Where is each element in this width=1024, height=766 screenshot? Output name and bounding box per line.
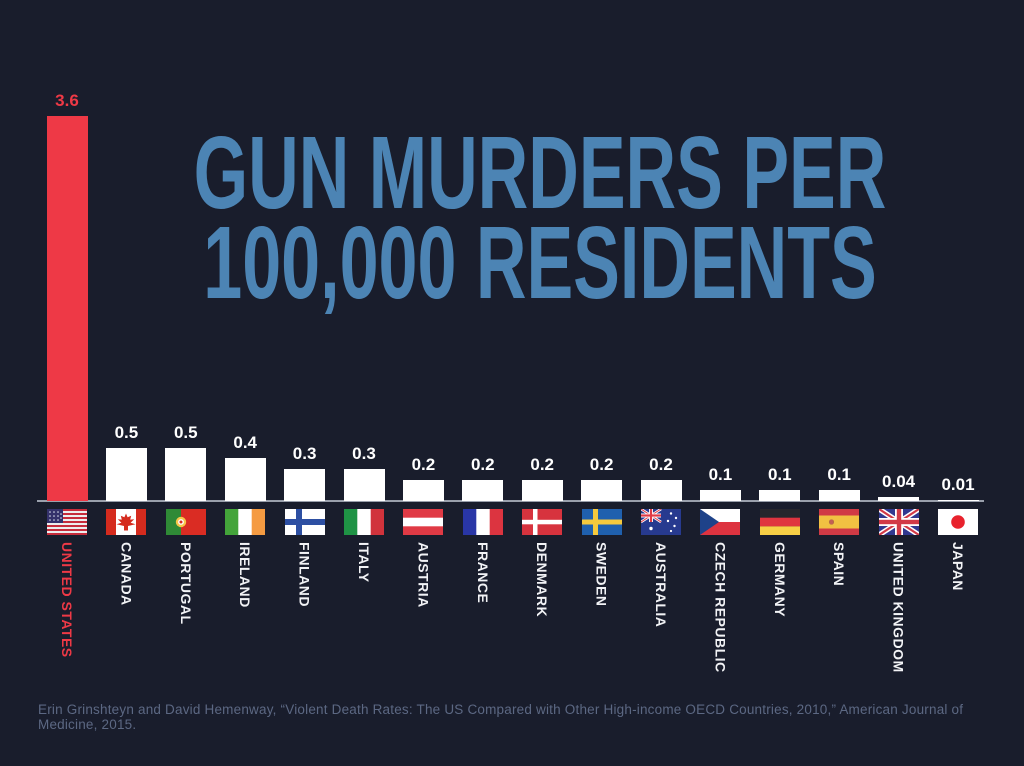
bar-value-label: 0.01 (941, 474, 975, 494)
flag-cz-icon (700, 509, 741, 535)
flag-de-icon (759, 509, 800, 535)
bar (224, 458, 266, 501)
bar-value-label: 0.5 (114, 422, 139, 442)
bar (165, 447, 207, 501)
bar-value-label: 0.2 (470, 454, 495, 474)
bar-value-label: 3.6 (55, 90, 79, 110)
bar-value-label: 0.1 (708, 465, 733, 485)
bar-value-label: 0.2 (530, 454, 554, 474)
bar-value-label: 0.3 (352, 443, 376, 463)
bar (462, 479, 504, 501)
bar-column-ca: 0.5 CANADA (105, 0, 147, 766)
country-label: AUSTRIA (415, 542, 432, 608)
bar-value-label: 0.2 (411, 454, 436, 474)
bar-column-ie: 0.4 IRELAND (224, 0, 266, 766)
bar-column-us: 3.6 UNITED STATES (46, 0, 88, 766)
bar (759, 490, 801, 501)
country-label: FRANCE (474, 542, 491, 604)
bar (581, 479, 623, 501)
bar (105, 447, 147, 501)
flag-es-icon (819, 509, 860, 535)
source-citation: Erin Grinshteyn and David Hemenway, “Vio… (38, 702, 964, 732)
flag-at-icon (403, 509, 444, 535)
bar (46, 115, 88, 501)
bar-column-gb: 0.04 UNITED KINGDOM (878, 0, 920, 766)
country-label: UNITED STATES (59, 542, 75, 658)
bar-column-fi: 0.3 FINLAND (284, 0, 326, 766)
chart-title-line2: 100,000 RESIDENTS (203, 205, 877, 320)
country-label: DENMARK (534, 542, 551, 618)
flag-au-icon (641, 509, 681, 535)
bar (343, 468, 385, 501)
bar (640, 479, 682, 501)
bar-column-it: 0.3 ITALY (343, 0, 385, 766)
bar-value-label: 0.4 (233, 433, 257, 453)
bar-value-label: 0.2 (589, 454, 614, 474)
bar (402, 479, 444, 501)
country-label: IRELAND (237, 542, 254, 608)
country-label: SWEDEN (593, 542, 610, 607)
country-label: ITALY (356, 542, 372, 583)
bar-column-es: 0.1 SPAIN (818, 0, 860, 766)
country-label: AUSTRALIA (653, 542, 669, 628)
flag-jp-icon (938, 509, 978, 535)
x-axis-line (37, 500, 984, 502)
country-label: PORTUGAL (177, 542, 194, 625)
bar (284, 468, 326, 501)
country-label: SPAIN (831, 542, 848, 587)
country-label: FINLAND (296, 542, 313, 607)
bar-value-label: 0.1 (827, 465, 851, 485)
flag-ie-icon (225, 509, 266, 535)
bar (937, 499, 979, 501)
bar (521, 479, 563, 501)
flag-fi-icon (284, 509, 325, 535)
flag-dk-icon (522, 509, 563, 535)
bar-column-se: 0.2 SWEDEN (581, 0, 623, 766)
country-label: JAPAN (950, 542, 966, 591)
bar-column-cz: 0.1 CZECH REPUBLIC (699, 0, 741, 766)
bar-value-label: 0.5 (173, 422, 198, 442)
bar-column-de: 0.1 GERMANY (759, 0, 801, 766)
bar-value-label: 0.3 (292, 443, 317, 463)
bar (878, 496, 920, 501)
chart-title-line1: GUN MURDERS PER (193, 115, 887, 230)
country-label: GERMANY (771, 542, 788, 618)
flag-fr-icon (462, 509, 503, 535)
country-label: CANADA (118, 542, 135, 606)
flag-pt-icon (165, 509, 206, 535)
country-label: UNITED KINGDOM (890, 542, 907, 673)
bar-column-au: 0.2 AUSTRALIA (640, 0, 682, 766)
flag-ca-icon (106, 509, 147, 535)
bar-value-label: 0.1 (767, 465, 792, 485)
country-label: CZECH REPUBLIC (712, 542, 729, 673)
bar-column-pt: 0.5 PORTUGAL (165, 0, 207, 766)
bar-column-jp: 0.01 JAPAN (937, 0, 979, 766)
bar-column-fr: 0.2 FRANCE (462, 0, 504, 766)
bar-value-label: 0.04 (882, 471, 916, 491)
flag-it-icon (344, 509, 384, 535)
bar-column-at: 0.2 AUSTRIA (402, 0, 444, 766)
bar-column-dk: 0.2 DENMARK (521, 0, 563, 766)
flag-se-icon (581, 509, 622, 535)
bar (818, 490, 860, 501)
flag-us-icon (47, 509, 87, 535)
bar-value-label: 0.2 (649, 454, 673, 474)
bar (699, 490, 741, 501)
flag-gb-icon (878, 509, 919, 535)
